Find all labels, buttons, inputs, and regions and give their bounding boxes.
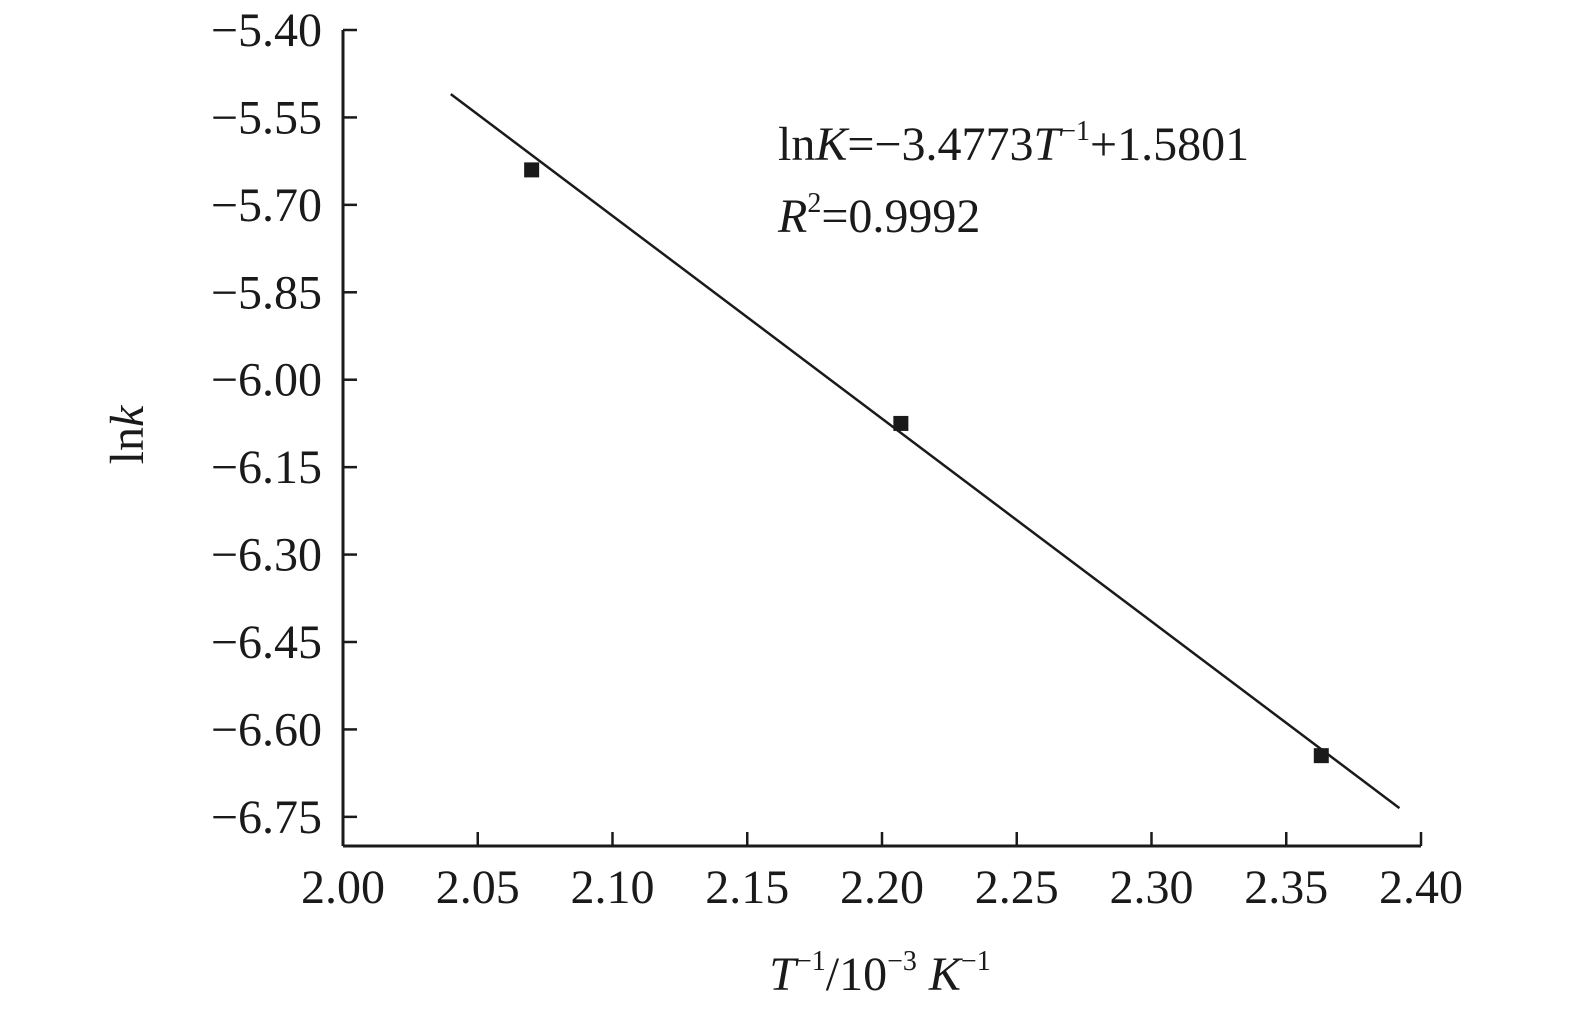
y-axis-title: lnk	[101, 404, 154, 464]
y-tick-label: −5.55	[211, 91, 322, 144]
x-tick-label: 2.35	[1244, 861, 1328, 914]
data-points	[524, 162, 1329, 764]
data-point	[1313, 748, 1329, 764]
y-tick-label: −6.00	[211, 354, 322, 407]
fit-equation: lnK=−3.4773T−1+1.5801	[778, 116, 1249, 171]
x-tick-label: 2.40	[1379, 861, 1463, 914]
x-tick-label: 2.00	[301, 861, 385, 914]
data-point	[524, 162, 540, 178]
fit-line-group	[450, 93, 1401, 810]
fit-line	[450, 93, 1401, 810]
data-point	[893, 415, 909, 431]
y-tick-label: −5.70	[211, 179, 322, 232]
y-tick-label: −5.85	[211, 266, 322, 319]
y-tick-label: −6.15	[211, 441, 322, 494]
x-axis-ticks: 2.00 2.05 2.10 2.15 2.20 2.25 2.30 2.35 2.40	[301, 832, 1463, 914]
fit-r-squared: R2=0.9992	[777, 188, 980, 243]
x-tick-label: 2.25	[975, 861, 1059, 914]
y-tick-label: −6.45	[211, 616, 322, 669]
x-tick-label: 2.05	[436, 861, 520, 914]
y-tick-label: −5.40	[211, 4, 322, 57]
x-tick-label: 2.30	[1110, 861, 1194, 914]
x-axis-title: T−1/10−3 K−1	[769, 946, 990, 1001]
x-tick-label: 2.10	[571, 861, 655, 914]
y-axis-ticks: −5.40 −5.55 −5.70 −5.85 −6.00 −6.15 −6.30 −6.45…	[211, 4, 357, 844]
y-tick-label: −6.60	[211, 703, 322, 756]
y-tick-label: −6.75	[211, 791, 322, 844]
x-tick-label: 2.20	[840, 861, 924, 914]
x-tick-label: 2.15	[705, 861, 789, 914]
y-tick-label: −6.30	[211, 529, 322, 582]
